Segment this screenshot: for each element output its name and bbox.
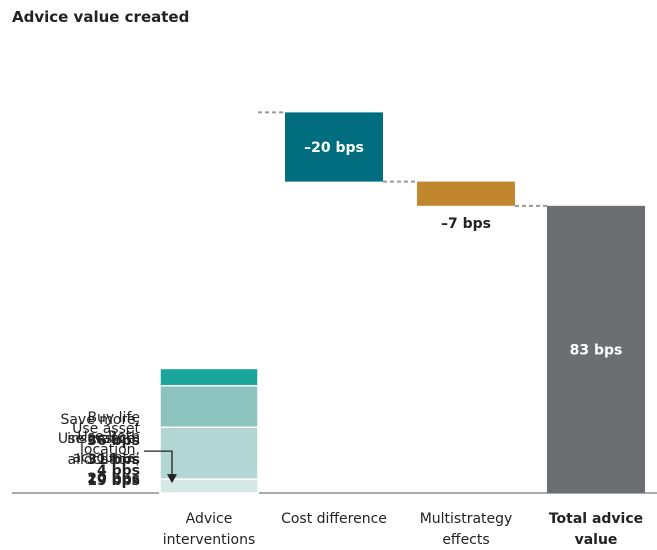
segment-value: 19 bps — [87, 472, 140, 489]
chart-title: Advice value created — [12, 8, 190, 26]
step-label: –20 bps — [304, 140, 364, 156]
segment-label: Use Roth accounts, 20 bps — [40, 427, 140, 490]
segment — [159, 478, 259, 494]
x-tick-label: Total advice value — [548, 511, 644, 548]
step-bar — [417, 181, 515, 206]
arrowhead — [167, 474, 177, 484]
segment-name: Use Roth accounts, — [72, 428, 140, 466]
step-bar — [285, 112, 383, 182]
segment-label: Save more, 36 bps — [40, 410, 140, 452]
x-tick-label: Cost difference — [281, 511, 387, 527]
arrow — [144, 450, 173, 482]
segment-value: 4 bps — [97, 463, 140, 480]
step-label: –7 bps — [441, 216, 491, 232]
total-bar — [547, 205, 645, 493]
segment-name: Use asset location, — [72, 421, 140, 459]
segment-name: Save more, — [60, 411, 140, 428]
segment-value: 31 bps — [87, 451, 140, 468]
x-tick-label: Multistrategy effects — [419, 511, 513, 548]
total-label: 83 bps — [570, 342, 623, 358]
segment-name: Use custom allocation, — [57, 430, 140, 468]
x-tick-label: Advice interventions — [162, 511, 256, 548]
segment-label: Use asset location, 4 bps — [40, 419, 140, 482]
segment-value: 20 bps — [87, 470, 140, 487]
segment-value: 36 bps — [87, 432, 140, 449]
segment-name: Buy life insurance, — [67, 409, 140, 447]
segment-label: Buy life insurance, 31 bps — [40, 408, 140, 471]
segment-label: Use custom allocation, 19 bps — [40, 429, 140, 492]
